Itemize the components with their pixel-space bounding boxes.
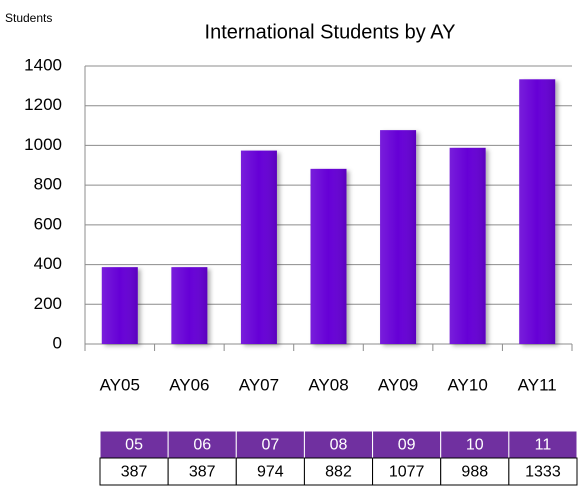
table-value: 988	[461, 464, 488, 481]
y-tick-label: 0	[53, 333, 62, 352]
table-header-label: 08	[330, 437, 348, 454]
table-header-cell	[99, 430, 169, 459]
table-header-cell	[508, 430, 578, 459]
table-header-cell	[167, 430, 237, 459]
table-cell	[508, 457, 578, 486]
x-tick-label: AY08	[308, 375, 348, 394]
y-tick-label: 1000	[24, 135, 62, 154]
table-cell	[303, 457, 374, 486]
y-tick-label: 1200	[24, 95, 62, 114]
bar-shade	[240, 150, 277, 344]
chart-title: International Students by AY	[205, 21, 456, 43]
bar-group	[449, 147, 486, 344]
bar-group	[240, 150, 277, 344]
table-header-label: 11	[535, 437, 552, 454]
bar-group	[380, 130, 417, 344]
y-tick-label: 1400	[24, 55, 62, 74]
bar-group	[171, 267, 208, 344]
bar-group	[519, 79, 556, 344]
table-value: 1333	[525, 464, 561, 481]
table-header-label: 06	[193, 437, 211, 454]
x-tick-label: AY05	[100, 375, 140, 394]
table-header-cell	[440, 430, 510, 459]
table-cell	[372, 457, 442, 486]
table-header-label: 07	[261, 437, 279, 454]
table-value: 974	[257, 464, 284, 481]
table-value: 387	[189, 464, 216, 481]
table-value: 1077	[389, 464, 425, 481]
bar-shade	[449, 147, 486, 344]
table-header-label: 10	[466, 437, 484, 454]
bar-group	[101, 267, 138, 344]
y-tick-label: 800	[34, 175, 62, 194]
y-tick-label: 400	[34, 254, 62, 273]
y-tick-label: 200	[34, 294, 62, 313]
x-tick-label: AY11	[518, 375, 557, 394]
bar-shade	[101, 267, 138, 344]
x-tick-label: AY09	[378, 375, 418, 394]
x-tick-label: AY07	[239, 375, 279, 394]
bar-shade	[171, 267, 208, 344]
bar-shade	[519, 79, 556, 344]
y-axis-label: Students	[5, 11, 52, 25]
x-tick-label: AY10	[447, 375, 487, 394]
y-tick-label: 600	[34, 214, 62, 233]
bar-shade	[310, 168, 347, 344]
bar-shade	[380, 130, 417, 344]
table-value: 387	[121, 464, 148, 481]
bar-group	[310, 168, 347, 344]
table-header-label: 05	[125, 437, 143, 454]
table-cell	[167, 457, 237, 486]
table-header-label: 09	[398, 437, 416, 454]
x-tick-label: AY06	[169, 375, 209, 394]
table-cell	[440, 457, 510, 486]
table-value: 882	[325, 464, 352, 481]
